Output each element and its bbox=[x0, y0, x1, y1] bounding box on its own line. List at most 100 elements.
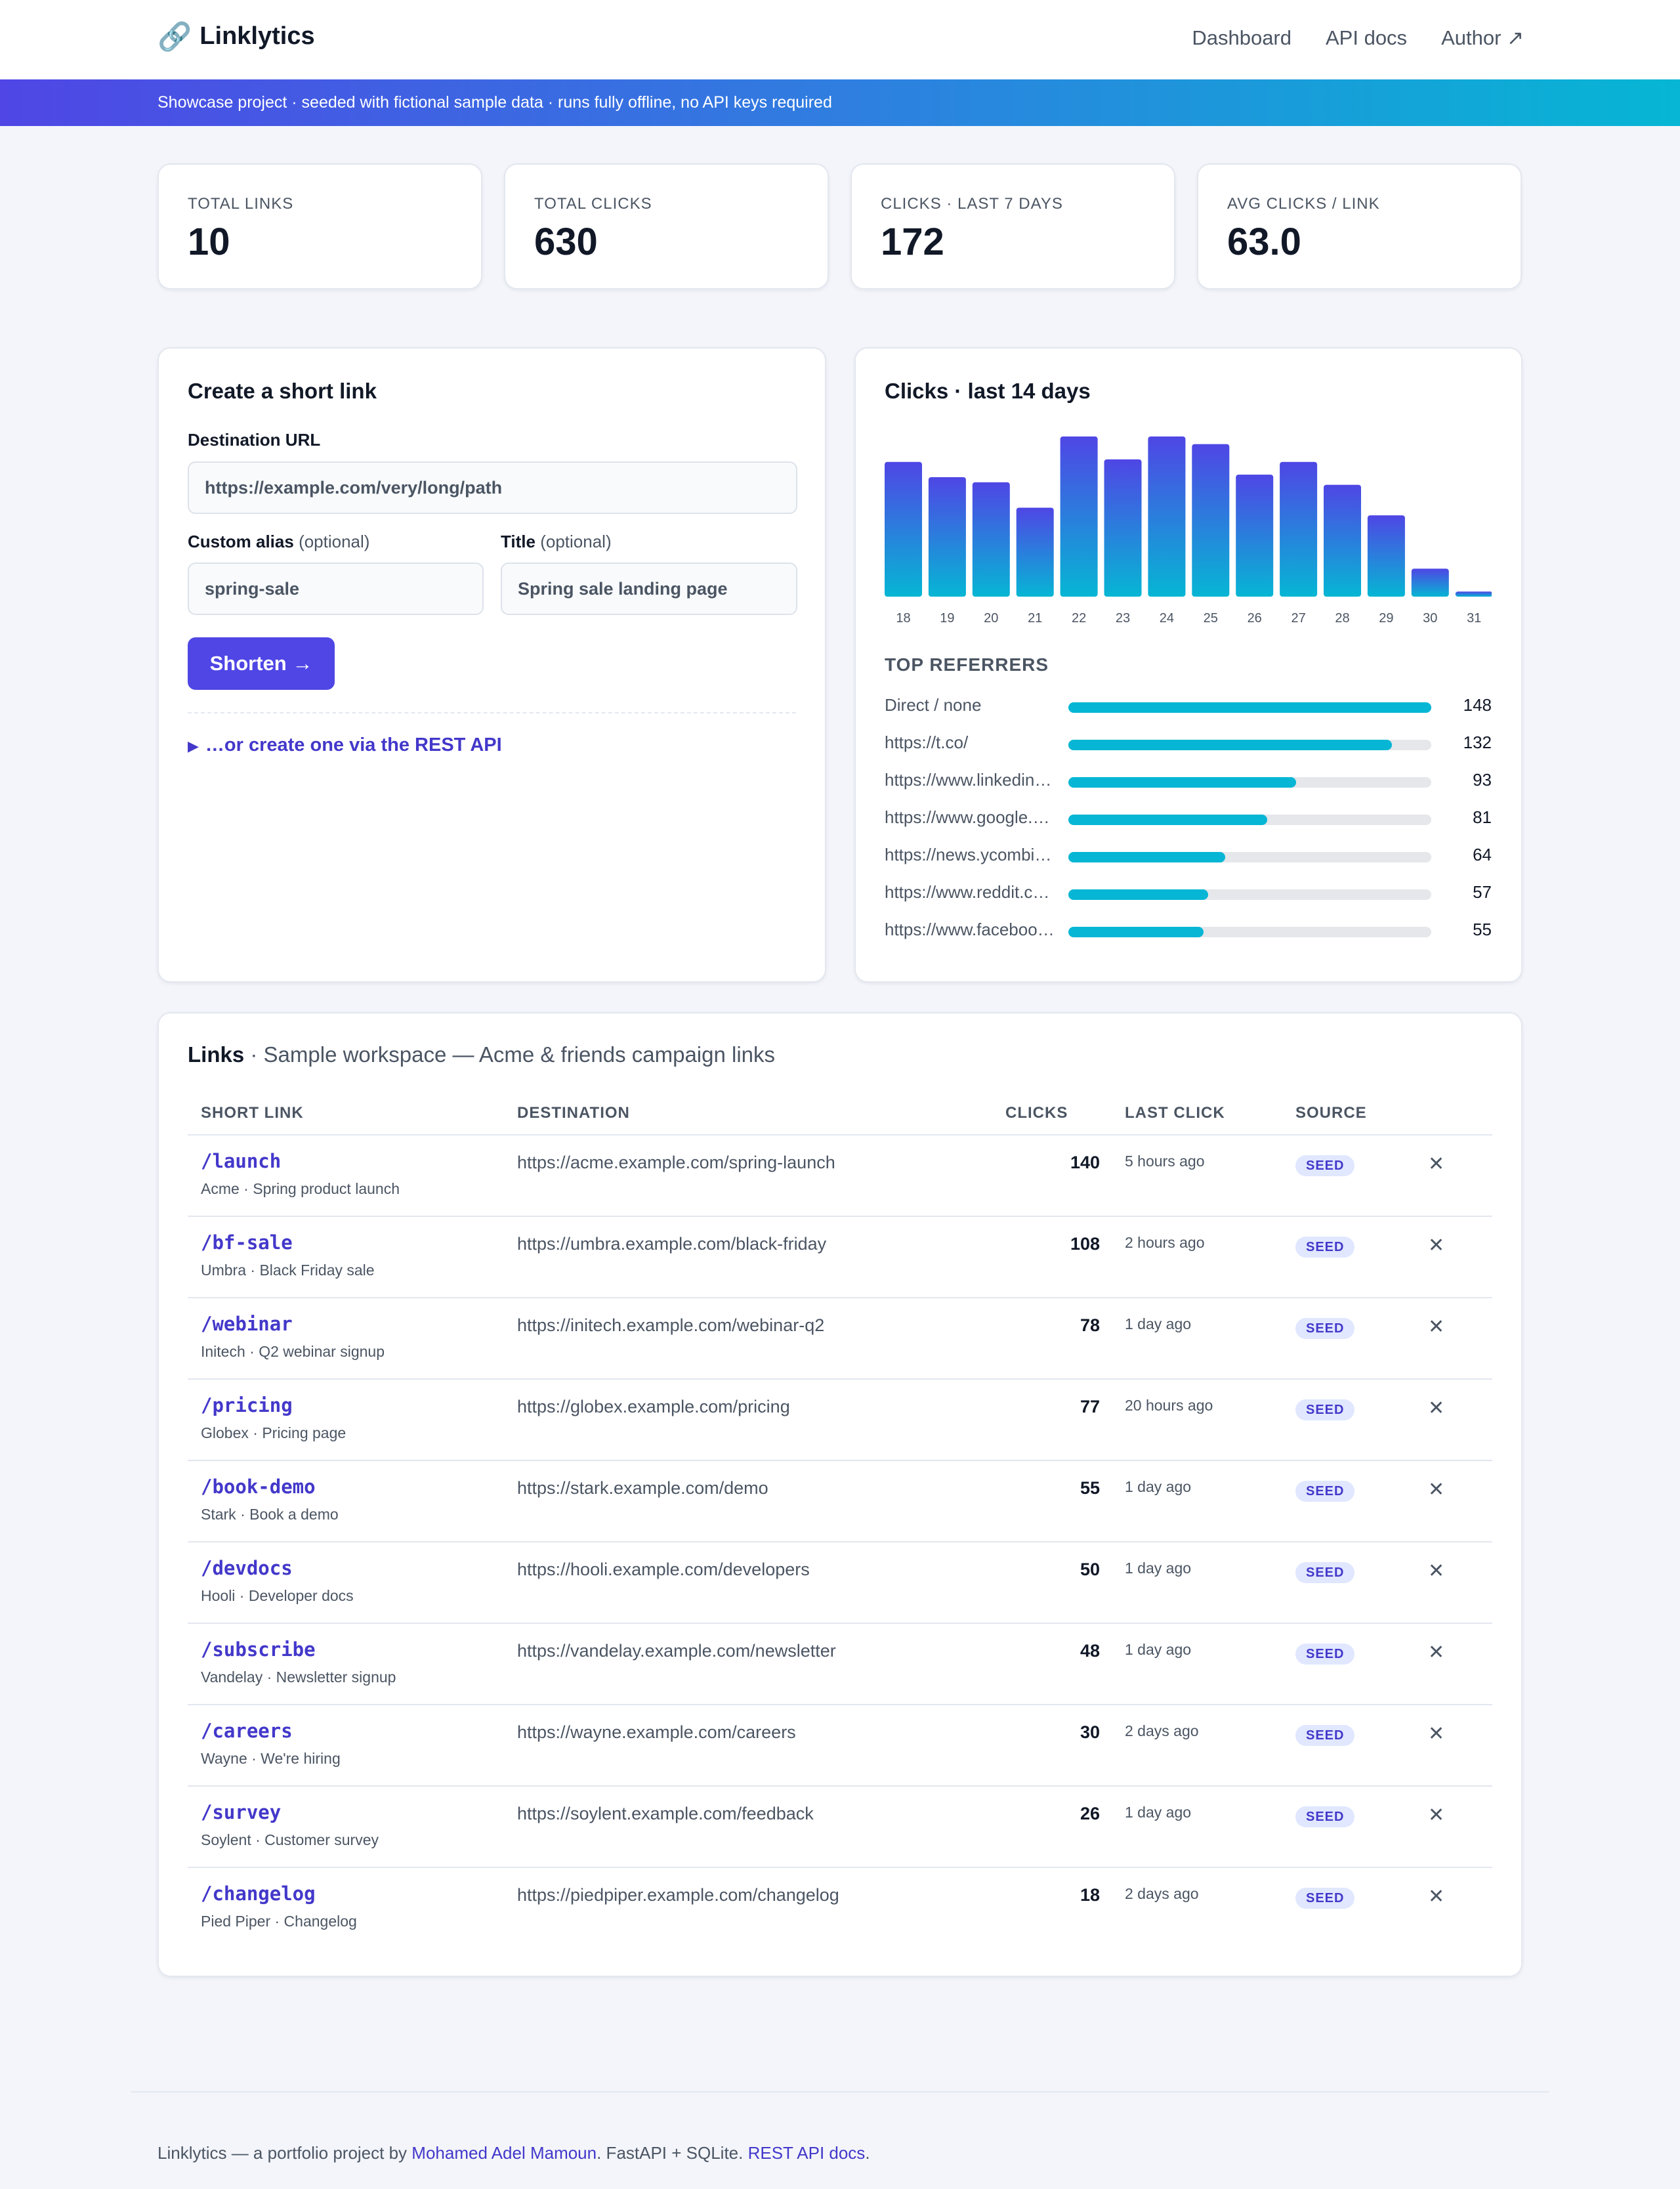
chart-bar bbox=[885, 461, 922, 597]
last-click: 1 day ago bbox=[1125, 1560, 1192, 1577]
destination-url[interactable]: https://acme.example.com/spring-launch bbox=[517, 1153, 835, 1172]
stat-label: TOTAL LINKS bbox=[188, 195, 294, 213]
chart-x-label: 20 bbox=[984, 611, 999, 626]
short-link[interactable]: /changelog bbox=[201, 1882, 316, 1905]
short-link[interactable]: /launch bbox=[201, 1150, 282, 1172]
chart-bar bbox=[1455, 591, 1492, 597]
referrer-name: Direct / none bbox=[885, 695, 982, 715]
referrer-bar-fill bbox=[1068, 777, 1297, 788]
destination-url[interactable]: https://hooli.example.com/developers bbox=[517, 1560, 810, 1579]
delete-icon[interactable]: ✕ bbox=[1428, 1886, 1445, 1907]
referrer-count: 57 bbox=[1473, 882, 1492, 902]
destination-url[interactable]: https://vandelay.example.com/newsletter bbox=[517, 1641, 836, 1661]
chart-x-label: 27 bbox=[1291, 611, 1306, 626]
referrer-bar-fill bbox=[1068, 702, 1431, 713]
referrer-bar-track bbox=[1068, 852, 1431, 862]
footer-docs-link[interactable]: REST API docs bbox=[747, 2143, 866, 2163]
short-link[interactable]: /book-demo bbox=[201, 1476, 316, 1498]
last-click: 2 hours ago bbox=[1125, 1234, 1205, 1251]
referrer-row: https://www.faceboo… 55 bbox=[885, 920, 1492, 943]
col-short-link: SHORT LINK bbox=[201, 1104, 304, 1122]
chart-svg bbox=[885, 436, 1492, 597]
referrer-name: https://www.linkedin… bbox=[885, 770, 1052, 790]
short-link[interactable]: /webinar bbox=[201, 1313, 293, 1335]
short-link[interactable]: /pricing bbox=[201, 1394, 293, 1416]
nav-api-docs[interactable]: API docs bbox=[1326, 26, 1408, 49]
referrers-title: TOP REFERRERS bbox=[885, 654, 1049, 675]
destination-url[interactable]: https://globex.example.com/pricing bbox=[517, 1397, 790, 1416]
footer: Linklytics — a portfolio project by Moha… bbox=[158, 2143, 870, 2163]
stat-label: TOTAL CLICKS bbox=[534, 195, 652, 213]
chart-x-label: 25 bbox=[1203, 611, 1218, 626]
nav-author[interactable]: Author ↗ bbox=[1441, 26, 1524, 49]
short-link[interactable]: /devdocs bbox=[201, 1557, 293, 1579]
title-input[interactable]: Spring sale landing page bbox=[501, 563, 797, 615]
destination-url-input[interactable]: https://example.com/very/long/path bbox=[188, 461, 797, 514]
last-click: 1 day ago bbox=[1125, 1315, 1192, 1332]
referrer-name: https://t.co/ bbox=[885, 733, 969, 752]
table-row: /webinar Initech · Q2 webinar signup https… bbox=[188, 1298, 1492, 1380]
link-meta: Stark · Book a demo bbox=[201, 1506, 339, 1523]
source-badge: SEED bbox=[1295, 1481, 1355, 1502]
chart-bar bbox=[1104, 459, 1142, 597]
short-link[interactable]: /subscribe bbox=[201, 1638, 316, 1661]
short-link[interactable]: /survey bbox=[201, 1801, 282, 1823]
col-destination: DESTINATION bbox=[517, 1104, 630, 1122]
chart-x-label: 30 bbox=[1423, 611, 1438, 626]
title-label-text: Title bbox=[501, 532, 536, 551]
delete-icon[interactable]: ✕ bbox=[1428, 1804, 1445, 1826]
click-count: 26 bbox=[1080, 1804, 1100, 1823]
referrer-name: https://www.google.… bbox=[885, 807, 1050, 827]
alias-optional: (optional) bbox=[299, 532, 370, 551]
nav-dashboard[interactable]: Dashboard bbox=[1192, 26, 1292, 49]
destination-url[interactable]: https://umbra.example.com/black-friday bbox=[517, 1234, 827, 1254]
destination-url[interactable]: https://soylent.example.com/feedback bbox=[517, 1804, 814, 1823]
source-badge: SEED bbox=[1295, 1399, 1355, 1420]
destination-url[interactable]: https://wayne.example.com/careers bbox=[517, 1722, 796, 1742]
referrer-row: https://www.google.… 81 bbox=[885, 807, 1492, 831]
rest-api-disclosure[interactable]: ▶ …or create one via the REST API bbox=[188, 734, 502, 756]
short-link[interactable]: /careers bbox=[201, 1720, 293, 1742]
table-row: /subscribe Vandelay · Newsletter signup ht… bbox=[188, 1624, 1492, 1705]
click-count: 18 bbox=[1080, 1885, 1100, 1905]
referrer-bar-fill bbox=[1068, 927, 1204, 937]
chart-x-label: 31 bbox=[1467, 611, 1482, 626]
stat-total-clicks: TOTAL CLICKS 630 bbox=[504, 163, 829, 289]
brand[interactable]: 🔗 Linklytics bbox=[158, 22, 315, 51]
dest-label: Destination URL bbox=[188, 430, 321, 450]
delete-icon[interactable]: ✕ bbox=[1428, 1642, 1445, 1663]
destination-url[interactable]: https://piedpiper.example.com/changelog bbox=[517, 1885, 839, 1905]
referrer-bar-fill bbox=[1068, 815, 1267, 825]
delete-icon[interactable]: ✕ bbox=[1428, 1479, 1445, 1500]
source-badge: SEED bbox=[1295, 1318, 1355, 1339]
referrer-row: https://t.co/132 bbox=[885, 733, 1492, 756]
delete-icon[interactable]: ✕ bbox=[1428, 1560, 1445, 1582]
link-meta: Globex · Pricing page bbox=[201, 1424, 346, 1441]
destination-url[interactable]: https://initech.example.com/webinar-q2 bbox=[517, 1315, 825, 1335]
col-clicks: CLICKS bbox=[1005, 1104, 1068, 1122]
delete-icon[interactable]: ✕ bbox=[1428, 1397, 1445, 1419]
stat-value: 10 bbox=[188, 221, 230, 263]
top-header: 🔗 Linklytics Dashboard API docs Author ↗ bbox=[0, 0, 1680, 79]
source-badge: SEED bbox=[1295, 1888, 1355, 1909]
chart-bar bbox=[1148, 436, 1186, 597]
shorten-button[interactable]: Shorten → bbox=[188, 637, 335, 690]
alias-label-text: Custom alias bbox=[188, 532, 294, 551]
chart-bar bbox=[1367, 515, 1405, 597]
stat-label: CLICKS · LAST 7 DAYS bbox=[881, 195, 1063, 213]
alias-label: Custom alias (optional) bbox=[188, 532, 369, 552]
delete-icon[interactable]: ✕ bbox=[1428, 1153, 1445, 1175]
source-badge: SEED bbox=[1295, 1237, 1355, 1258]
chart-bar bbox=[1411, 568, 1449, 597]
destination-url[interactable]: https://stark.example.com/demo bbox=[517, 1478, 768, 1498]
custom-alias-input[interactable]: spring-sale bbox=[188, 563, 484, 615]
short-link[interactable]: /bf-sale bbox=[201, 1231, 293, 1254]
referrer-bar-fill bbox=[1068, 889, 1208, 900]
footer-author-link[interactable]: Mohamed Adel Mamoun bbox=[411, 2143, 597, 2163]
last-click: 1 day ago bbox=[1125, 1641, 1192, 1658]
stat-clicks-7d: CLICKS · LAST 7 DAYS 172 bbox=[850, 163, 1175, 289]
delete-icon[interactable]: ✕ bbox=[1428, 1723, 1445, 1745]
delete-icon[interactable]: ✕ bbox=[1428, 1316, 1445, 1338]
delete-icon[interactable]: ✕ bbox=[1428, 1235, 1445, 1256]
click-count: 78 bbox=[1080, 1315, 1100, 1335]
